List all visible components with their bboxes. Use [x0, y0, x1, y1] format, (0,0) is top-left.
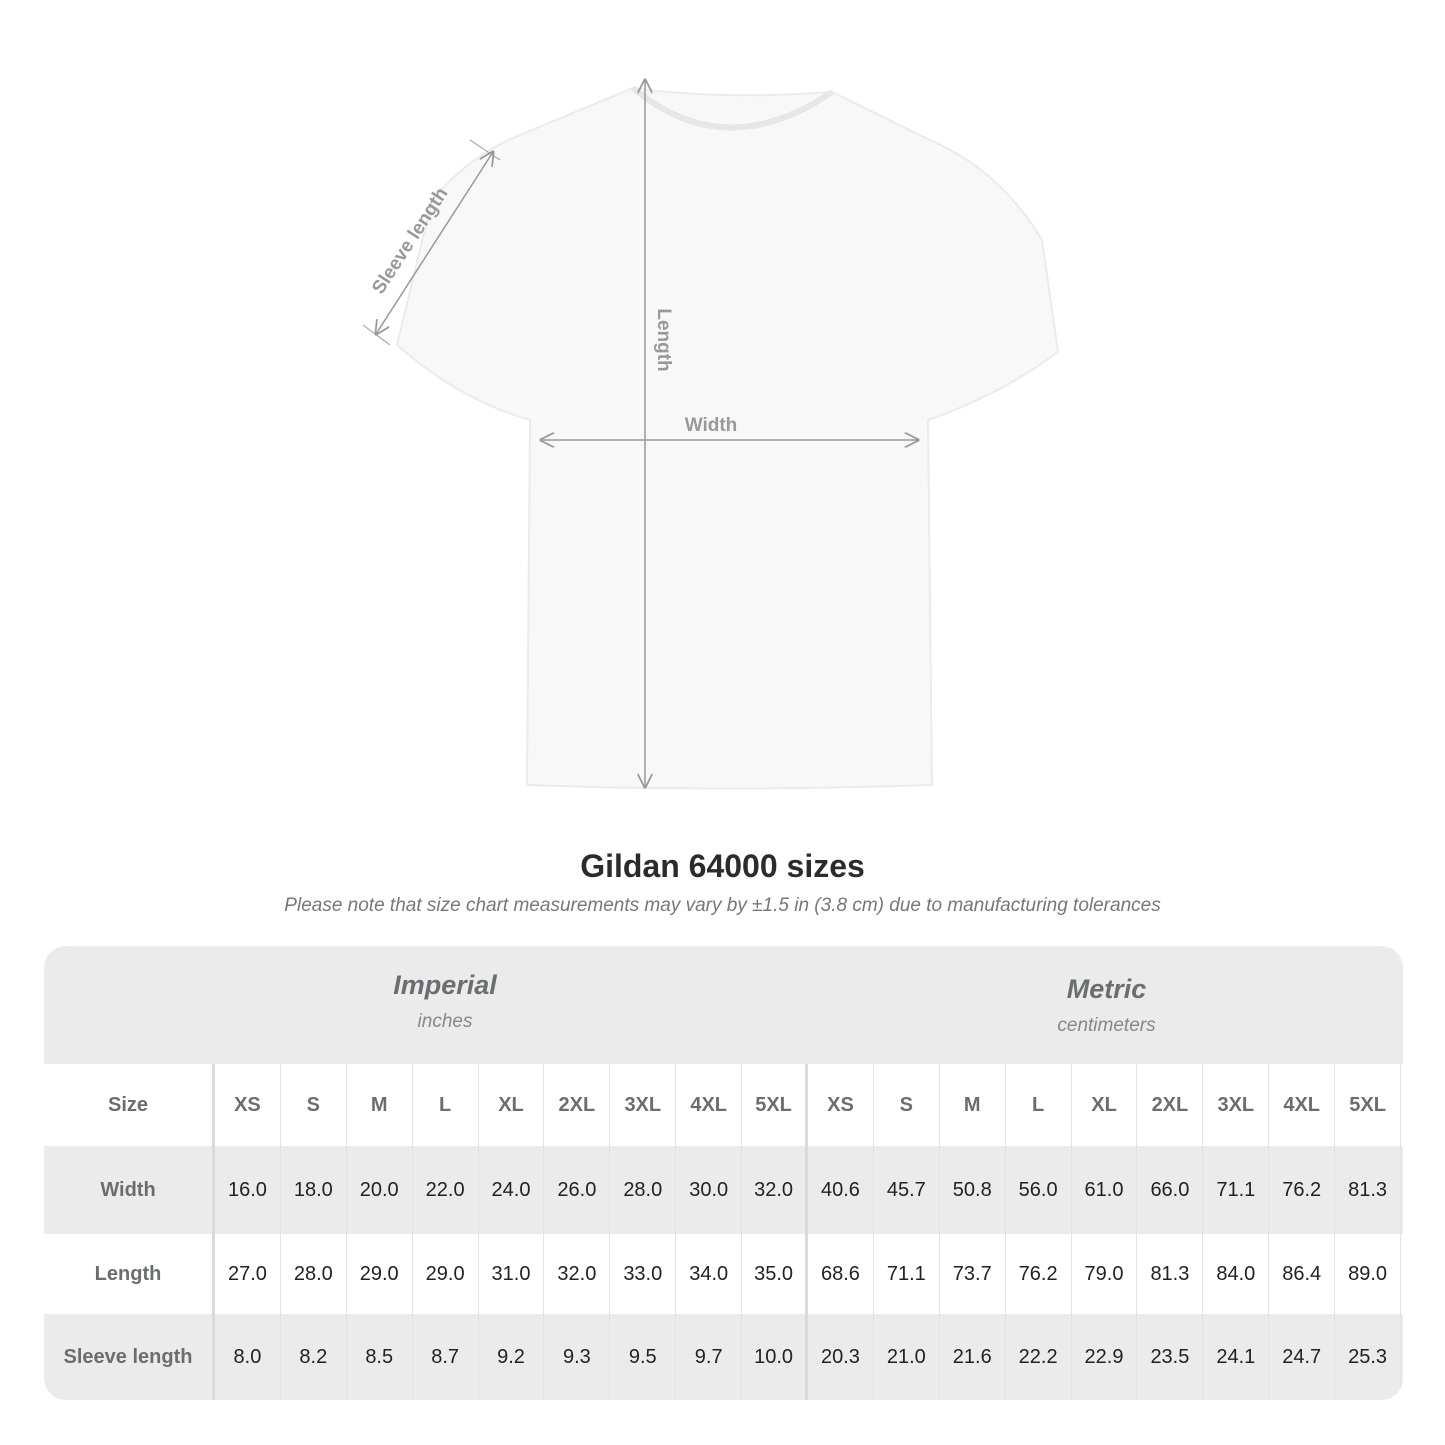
- imperial-value-cell: 28.0: [610, 1146, 677, 1234]
- metric-value-cell: 71.1: [874, 1234, 940, 1314]
- row-label: Width: [44, 1146, 215, 1234]
- imperial-value-cell: 8.2: [281, 1314, 347, 1400]
- imperial-value-cell: 27.0: [215, 1234, 281, 1314]
- width-label: Width: [685, 415, 738, 436]
- metric-value-cell: 25.3: [1335, 1314, 1402, 1400]
- metric-value-cell: 86.4: [1269, 1234, 1336, 1314]
- metric-value-cell: 24.7: [1269, 1314, 1336, 1400]
- row-label: Length: [44, 1234, 215, 1314]
- size-table: Imperial inches Metric centimeters Size X…: [44, 946, 1403, 1400]
- imperial-value-cell: 29.0: [347, 1234, 413, 1314]
- metric-value-cell: 84.0: [1203, 1234, 1270, 1314]
- imperial-value-cell: 20.0: [347, 1146, 413, 1234]
- imperial-value-cell: 8.7: [413, 1314, 479, 1400]
- metric-value-cell: 20.3: [808, 1314, 874, 1400]
- metric-size-header: S: [874, 1064, 940, 1146]
- metric-value-cell: 40.6: [808, 1146, 874, 1234]
- metric-value-cell: 68.6: [808, 1234, 874, 1314]
- imperial-size-header: XL: [479, 1064, 545, 1146]
- metric-value-cell: 50.8: [940, 1146, 1006, 1234]
- table-row: Width 16.0 18.0 20.0 22.0 24.0 26.0 28.0 30.0 32.…: [44, 1146, 1403, 1234]
- imperial-value-cell: 9.3: [544, 1314, 611, 1400]
- imperial-size-header: L: [413, 1064, 479, 1146]
- imperial-value-cell: 9.7: [676, 1314, 743, 1400]
- metric-value-cell: 89.0: [1335, 1234, 1402, 1314]
- imperial-value-cell: 9.5: [610, 1314, 677, 1400]
- imperial-value-cell: 10.0: [742, 1314, 809, 1400]
- imperial-value-cell: 29.0: [413, 1234, 479, 1314]
- imperial-value-cell: 18.0: [281, 1146, 347, 1234]
- metric-size-header: XS: [808, 1064, 874, 1146]
- metric-value-cell: 81.3: [1335, 1146, 1402, 1234]
- imperial-size-header: M: [347, 1064, 413, 1146]
- metric-size-header: 3XL: [1203, 1064, 1270, 1146]
- imperial-size-header: 4XL: [676, 1064, 743, 1146]
- imperial-value-cell: 32.0: [742, 1146, 809, 1234]
- metric-size-header: 5XL: [1335, 1064, 1402, 1146]
- imperial-value-cell: 33.0: [610, 1234, 677, 1314]
- metric-value-cell: 79.0: [1072, 1234, 1138, 1314]
- metric-value-cell: 21.0: [874, 1314, 940, 1400]
- metric-size-header: 2XL: [1137, 1064, 1204, 1146]
- metric-value-cell: 24.1: [1203, 1314, 1270, 1400]
- tshirt-shape: [395, 86, 1060, 790]
- imperial-value-cell: 31.0: [479, 1234, 545, 1314]
- metric-value-cell: 22.2: [1006, 1314, 1072, 1400]
- metric-value-cell: 76.2: [1006, 1234, 1072, 1314]
- imperial-size-header: 3XL: [610, 1064, 677, 1146]
- metric-value-cell: 61.0: [1072, 1146, 1138, 1234]
- metric-value-cell: 81.3: [1137, 1234, 1204, 1314]
- imperial-value-cell: 22.0: [413, 1146, 479, 1234]
- metric-value-cell: 76.2: [1269, 1146, 1336, 1234]
- chart-title: Gildan 64000 sizes: [580, 848, 865, 884]
- imperial-value-cell: 24.0: [479, 1146, 545, 1234]
- metric-size-header: 4XL: [1269, 1064, 1336, 1146]
- tshirt-diagram: Sleeve length Length Width: [362, 0, 1060, 790]
- imperial-value-cell: 35.0: [742, 1234, 809, 1314]
- imperial-value-cell: 16.0: [215, 1146, 281, 1234]
- imperial-value-cell: 30.0: [676, 1146, 743, 1234]
- imperial-size-header: S: [281, 1064, 347, 1146]
- imperial-value-cell: 26.0: [544, 1146, 611, 1234]
- table-row: Sleeve length 8.0 8.2 8.5 8.7 9.2 9.3 9.5 9.7 10.…: [44, 1314, 1403, 1400]
- metric-value-cell: 56.0: [1006, 1146, 1072, 1234]
- metric-value-cell: 71.1: [1203, 1146, 1270, 1234]
- metric-size-header: M: [940, 1064, 1006, 1146]
- metric-value-cell: 66.0: [1137, 1146, 1204, 1234]
- row-label: Sleeve length: [44, 1314, 215, 1400]
- table-row: Length 27.0 28.0 29.0 29.0 31.0 32.0 33.0 34.0 35…: [44, 1234, 1403, 1314]
- metric-value-cell: 22.9: [1072, 1314, 1138, 1400]
- imperial-value-cell: 28.0: [281, 1234, 347, 1314]
- imperial-value-cell: 8.0: [215, 1314, 281, 1400]
- imperial-value-cell: 32.0: [544, 1234, 611, 1314]
- imperial-size-header: 2XL: [544, 1064, 611, 1146]
- tolerance-note: Please note that size chart measurements…: [284, 895, 1161, 916]
- metric-value-cell: 23.5: [1137, 1314, 1204, 1400]
- size-label: Size: [44, 1064, 215, 1146]
- metric-size-header: L: [1006, 1064, 1072, 1146]
- imperial-value-cell: 9.2: [479, 1314, 545, 1400]
- metric-header: Metric centimeters: [1057, 974, 1156, 1036]
- imperial-size-header: XS: [215, 1064, 281, 1146]
- metric-value-cell: 73.7: [940, 1234, 1006, 1314]
- imperial-value-cell: 8.5: [347, 1314, 413, 1400]
- sleeve-measure-line: [376, 152, 493, 334]
- metric-size-header: XL: [1072, 1064, 1138, 1146]
- metric-value-cell: 21.6: [940, 1314, 1006, 1400]
- imperial-value-cell: 34.0: [676, 1234, 743, 1314]
- metric-value-cell: 45.7: [874, 1146, 940, 1234]
- imperial-header: Imperial inches: [393, 970, 497, 1032]
- imperial-size-header: 5XL: [742, 1064, 809, 1146]
- length-label: Length: [653, 308, 674, 371]
- size-header-row: Size XS S M L XL 2XL 3XL 4XL 5XL XS S M L XL 2XL 3XL 4XL 5…: [44, 1064, 1403, 1146]
